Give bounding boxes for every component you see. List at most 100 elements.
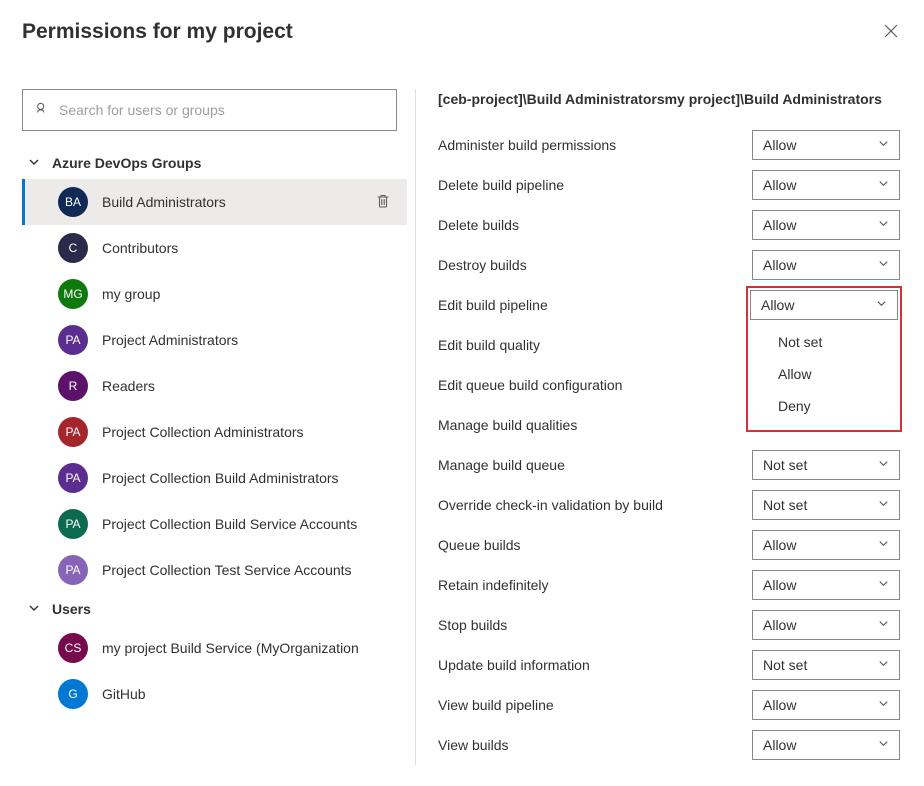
- permission-row: Edit build pipelineAllowNot setAllowDeny: [438, 285, 900, 325]
- dropdown-value: Allow: [763, 177, 796, 193]
- avatar: MG: [58, 279, 88, 309]
- avatar: BA: [58, 187, 88, 217]
- permission-label: Stop builds: [438, 617, 752, 633]
- permission-row: Destroy builds Allow: [438, 245, 900, 285]
- dropdown-value: Allow: [763, 617, 796, 633]
- list-item[interactable]: PAProject Collection Build Service Accou…: [22, 501, 407, 547]
- list-item-label: Project Administrators: [102, 332, 391, 348]
- permission-row: Administer build permissionsAllow: [438, 125, 900, 165]
- avatar: G: [58, 679, 88, 709]
- permission-label: Destroy builds: [438, 257, 752, 273]
- chevron-down-icon: [878, 178, 889, 192]
- close-icon[interactable]: [880, 20, 902, 47]
- permission-dropdown[interactable]: Allow: [752, 570, 900, 600]
- list-item[interactable]: R Readers: [22, 363, 407, 409]
- avatar: CS: [58, 633, 88, 663]
- chevron-down-icon: [28, 156, 40, 171]
- permission-dropdown[interactable]: Allow: [752, 130, 900, 160]
- list-item[interactable]: BA Build Administrators: [22, 179, 407, 225]
- permission-dropdown[interactable]: Allow: [752, 250, 900, 280]
- permission-dropdown[interactable]: Not set: [752, 490, 900, 520]
- avatar: PA: [58, 463, 88, 493]
- dropdown-value: Allow: [763, 577, 796, 593]
- chevron-down-icon: [878, 658, 889, 672]
- section-header-users[interactable]: Users: [22, 593, 407, 625]
- list-item-label: my project Build Service (MyOrganization: [102, 640, 391, 656]
- list-item[interactable]: CS my project Build Service (MyOrganizati…: [22, 625, 407, 671]
- search-icon: [35, 102, 49, 119]
- avatar: C: [58, 233, 88, 263]
- list-item-label: Contributors: [102, 240, 391, 256]
- permission-row: Delete build pipeline Allow: [438, 165, 900, 205]
- permission-dropdown[interactable]: Allow: [752, 170, 900, 200]
- permission-row: Stop builds Allow: [438, 605, 900, 645]
- list-item-label: Build Administrators: [102, 194, 375, 210]
- dropdown-menu: Not setAllowDeny: [746, 322, 902, 432]
- permission-label: View build pipeline: [438, 697, 752, 713]
- dropdown-value: Allow: [763, 257, 796, 273]
- permission-dropdown[interactable]: Allow: [752, 690, 900, 720]
- chevron-down-icon: [878, 738, 889, 752]
- list-item-label: GitHub: [102, 686, 391, 702]
- permission-label: Manage build queue: [438, 457, 752, 473]
- chevron-down-icon: [878, 498, 889, 512]
- chevron-down-icon: [878, 618, 889, 632]
- users-list: CS my project Build Service (MyOrganizati…: [22, 625, 407, 717]
- chevron-down-icon: [878, 218, 889, 232]
- chevron-down-icon: [28, 602, 40, 617]
- list-item[interactable]: PA Project Collection Test Service Accoun…: [22, 547, 407, 593]
- permission-row: Retain indefinitely Allow: [438, 565, 900, 605]
- chevron-down-icon: [878, 538, 889, 552]
- permission-dropdown[interactable]: Allow: [752, 210, 900, 240]
- search-input[interactable]: [59, 102, 384, 118]
- permission-row: Update build informationNot set: [438, 645, 900, 685]
- breadcrumb: [ceb-project]\Build Administratorsmy pro…: [438, 89, 900, 107]
- avatar: PA: [58, 325, 88, 355]
- permission-dropdown[interactable]: Allow: [752, 610, 900, 640]
- list-item[interactable]: PA Project Administrators: [22, 317, 407, 363]
- avatar: PA: [58, 509, 88, 539]
- list-item-label: Project Collection Administrators: [102, 424, 391, 440]
- section-label: Azure DevOps Groups: [52, 155, 201, 171]
- permissions-list: Administer build permissionsAllowDelete …: [438, 125, 900, 765]
- avatar: R: [58, 371, 88, 401]
- list-item-label: Project Collection Test Service Accounts: [102, 562, 391, 578]
- permission-dropdown[interactable]: Allow: [750, 290, 898, 320]
- permission-dropdown[interactable]: Allow: [752, 730, 900, 760]
- dropdown-value: Not set: [763, 497, 807, 513]
- permission-label: Retain indefinitely: [438, 577, 752, 593]
- dropdown-value: Allow: [763, 537, 796, 553]
- left-panel: Azure DevOps Groups BA Build Administrato…: [0, 89, 416, 765]
- permission-label: View builds: [438, 737, 752, 753]
- dropdown-value: Allow: [763, 737, 796, 753]
- permission-label: Delete build pipeline: [438, 177, 752, 193]
- list-item[interactable]: MGmy group: [22, 271, 407, 317]
- permission-dropdown[interactable]: Not set: [752, 450, 900, 480]
- permission-label: Edit build pipeline: [438, 297, 746, 313]
- list-item[interactable]: PA Project Collection Build Administrator…: [22, 455, 407, 501]
- dropdown-value: Not set: [763, 457, 807, 473]
- chevron-down-icon: [878, 698, 889, 712]
- dropdown-menu-item[interactable]: Allow: [748, 358, 900, 390]
- permission-label: Queue builds: [438, 537, 752, 553]
- dropdown-menu-item[interactable]: Not set: [748, 326, 900, 358]
- dropdown-menu-item[interactable]: Deny: [748, 390, 900, 422]
- search-box[interactable]: [22, 89, 397, 131]
- section-header-groups[interactable]: Azure DevOps Groups: [22, 147, 407, 179]
- trash-icon[interactable]: [375, 193, 391, 212]
- list-item-label: Project Collection Build Administrators: [102, 470, 391, 486]
- section-label: Users: [52, 601, 91, 617]
- permission-label: Delete builds: [438, 217, 752, 233]
- avatar: PA: [58, 555, 88, 585]
- list-item-label: Readers: [102, 378, 391, 394]
- permission-dropdown[interactable]: Allow: [752, 530, 900, 560]
- list-item[interactable]: PA Project Collection Administrators: [22, 409, 407, 455]
- dropdown-value: Allow: [763, 697, 796, 713]
- permission-dropdown[interactable]: Not set: [752, 650, 900, 680]
- permission-row: View builds Allow: [438, 725, 900, 765]
- permission-row: Override check-in validation by buildNot…: [438, 485, 900, 525]
- groups-list: BA Build Administrators C Contributors MGmy …: [22, 179, 407, 593]
- list-item[interactable]: C Contributors: [22, 225, 407, 271]
- list-item[interactable]: G GitHub: [22, 671, 407, 717]
- avatar: PA: [58, 417, 88, 447]
